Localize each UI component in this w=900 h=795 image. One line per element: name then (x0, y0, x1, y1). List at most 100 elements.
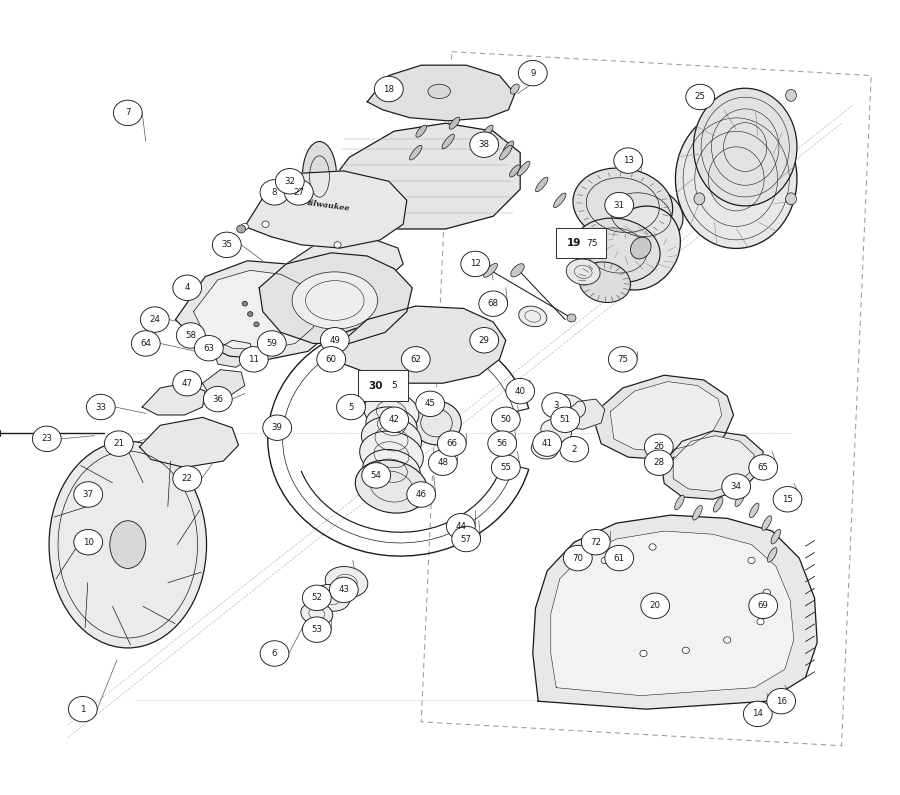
Text: 45: 45 (425, 399, 436, 409)
Text: Milwaukee: Milwaukee (302, 198, 350, 212)
Text: 53: 53 (311, 625, 322, 634)
Circle shape (173, 370, 202, 396)
Polygon shape (662, 431, 763, 499)
Ellipse shape (241, 223, 248, 230)
Ellipse shape (416, 125, 427, 138)
Text: 40: 40 (515, 386, 526, 396)
Text: 15: 15 (782, 494, 793, 504)
Text: 14: 14 (752, 709, 763, 719)
Ellipse shape (509, 165, 520, 177)
Ellipse shape (554, 193, 566, 207)
Circle shape (203, 386, 232, 412)
Text: 21: 21 (113, 439, 124, 448)
Ellipse shape (601, 206, 680, 290)
Circle shape (605, 545, 634, 571)
Ellipse shape (334, 242, 341, 248)
Ellipse shape (292, 272, 378, 329)
Text: 50: 50 (500, 415, 511, 425)
Ellipse shape (735, 492, 744, 506)
Polygon shape (202, 370, 245, 396)
Text: 3: 3 (554, 401, 559, 410)
Polygon shape (245, 171, 407, 248)
Circle shape (506, 378, 535, 404)
Ellipse shape (757, 619, 764, 625)
Polygon shape (533, 515, 817, 709)
Text: 68: 68 (488, 299, 499, 308)
Circle shape (275, 169, 304, 194)
Polygon shape (673, 436, 754, 491)
Circle shape (563, 545, 592, 571)
Circle shape (551, 407, 580, 432)
Circle shape (317, 347, 346, 372)
Text: 59: 59 (266, 339, 277, 348)
Text: 13: 13 (623, 156, 634, 165)
Text: 66: 66 (446, 439, 457, 448)
Text: 47: 47 (182, 378, 193, 388)
Circle shape (113, 100, 142, 126)
Ellipse shape (694, 89, 705, 101)
Ellipse shape (428, 84, 450, 99)
Text: 5: 5 (348, 402, 354, 412)
Ellipse shape (693, 506, 702, 520)
Circle shape (491, 407, 520, 432)
Circle shape (374, 76, 403, 102)
Ellipse shape (366, 407, 417, 444)
Circle shape (32, 426, 61, 452)
Circle shape (239, 347, 268, 372)
Ellipse shape (768, 548, 777, 562)
Bar (556, 228, 606, 258)
Ellipse shape (364, 391, 418, 432)
Ellipse shape (510, 84, 519, 94)
Ellipse shape (518, 161, 530, 176)
Circle shape (641, 593, 670, 619)
Circle shape (104, 431, 133, 456)
Ellipse shape (567, 314, 576, 322)
Polygon shape (592, 375, 734, 460)
Text: 34: 34 (731, 482, 742, 491)
Circle shape (470, 132, 499, 157)
Text: 75: 75 (586, 238, 598, 248)
Text: 2: 2 (572, 444, 577, 454)
Ellipse shape (682, 647, 689, 653)
Circle shape (767, 688, 796, 714)
Text: 43: 43 (338, 585, 349, 595)
Text: 72: 72 (590, 537, 601, 547)
Ellipse shape (360, 431, 423, 479)
Circle shape (749, 593, 778, 619)
Circle shape (428, 450, 457, 475)
Ellipse shape (518, 306, 547, 327)
Circle shape (470, 328, 499, 353)
Circle shape (194, 335, 223, 361)
Ellipse shape (714, 498, 723, 512)
Text: 65: 65 (758, 463, 769, 472)
Ellipse shape (363, 449, 420, 492)
Circle shape (74, 529, 103, 555)
Ellipse shape (649, 544, 656, 550)
Ellipse shape (482, 125, 493, 138)
Circle shape (560, 436, 589, 462)
Polygon shape (194, 270, 320, 350)
Ellipse shape (325, 567, 368, 597)
Ellipse shape (724, 637, 731, 643)
Ellipse shape (511, 264, 524, 277)
Text: 12: 12 (470, 259, 481, 269)
Text: 60: 60 (326, 355, 337, 364)
Circle shape (401, 347, 430, 372)
Circle shape (614, 148, 643, 173)
Circle shape (608, 347, 637, 372)
Circle shape (74, 482, 103, 507)
Text: 51: 51 (560, 415, 571, 425)
Ellipse shape (552, 394, 586, 420)
Ellipse shape (640, 650, 647, 657)
Circle shape (446, 514, 475, 539)
Text: 26: 26 (653, 442, 664, 452)
Circle shape (581, 529, 610, 555)
Circle shape (131, 331, 160, 356)
Ellipse shape (248, 312, 253, 316)
Circle shape (176, 323, 205, 348)
Text: 1: 1 (80, 704, 86, 714)
Polygon shape (259, 253, 412, 343)
Text: 70: 70 (572, 553, 583, 563)
Text: 16: 16 (776, 696, 787, 706)
Circle shape (722, 474, 751, 499)
